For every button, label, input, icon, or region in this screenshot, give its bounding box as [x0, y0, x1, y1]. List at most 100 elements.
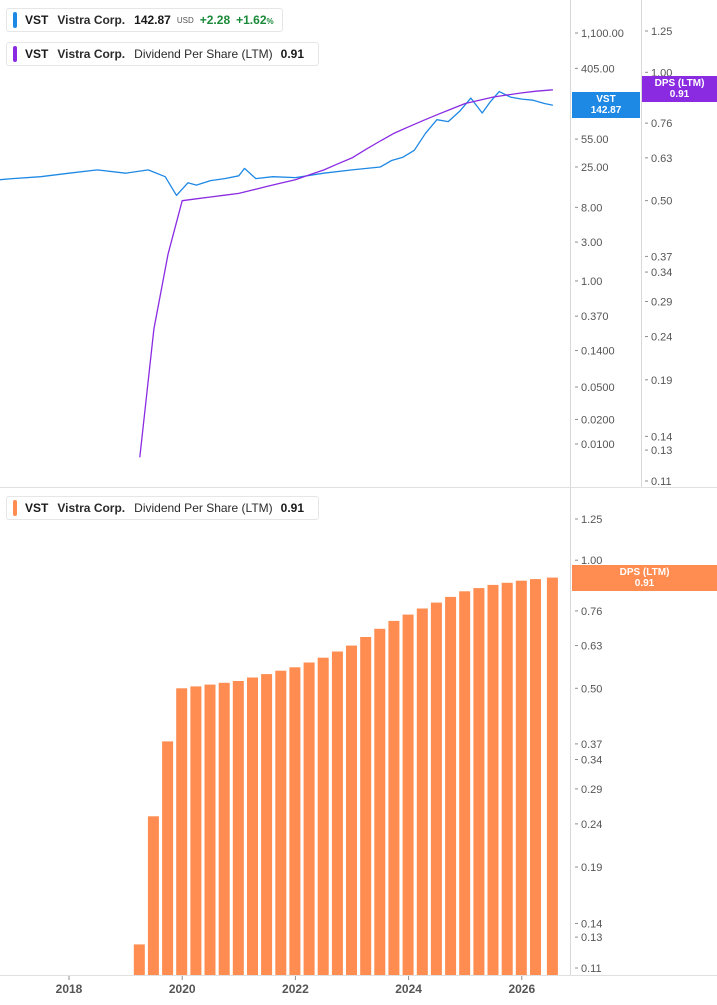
price-axis-tick-label: 0.0500: [581, 382, 615, 394]
dps-top-axis-tick-label: 0.37: [651, 251, 672, 263]
price-axis-tick-label: 25.00: [581, 162, 609, 174]
dps-bottom-axis-tick-label: 0.63: [581, 641, 602, 653]
dps-bottom-last-value-tag: DPS (LTM) 0.91: [572, 565, 717, 591]
price-tag-value: 142.87: [590, 105, 622, 116]
dps-bar: [546, 577, 558, 975]
dps-bottom-axis-tick-label: 0.50: [581, 683, 602, 695]
price-axis-tick-label: 0.0100: [581, 439, 615, 451]
dps-bar: [176, 688, 188, 975]
dps-bar: [445, 596, 457, 975]
dps-bars: [133, 577, 558, 975]
dps-bottom-axis-tick-label: 0.37: [581, 739, 602, 751]
price-legend-currency: USD: [176, 15, 194, 25]
dps-bottom-axis-tick-label: 0.34: [581, 755, 602, 767]
dps-bar: [218, 682, 230, 975]
price-legend-swatch: [13, 12, 17, 28]
dps-top-axis-tick-label: 0.29: [651, 297, 672, 309]
price-axis-tick-label: 8.00: [581, 202, 602, 214]
dps-bar: [388, 620, 400, 975]
dps-bottom-legend[interactable]: VST Vistra Corp. Dividend Per Share (LTM…: [6, 496, 320, 520]
dps-top-legend-swatch: [13, 46, 17, 62]
price-legend-change: +2.28: [199, 13, 231, 27]
price-legend-value: 142.87: [134, 13, 171, 27]
dps-bottom-axis-tick-label: 0.24: [581, 819, 602, 831]
dps-bar: [515, 580, 527, 975]
dps-bottom-axis-tick-label: 0.13: [581, 932, 602, 944]
dps-bar: [190, 686, 202, 975]
dps-top-legend-name: Vistra Corp.: [57, 47, 126, 61]
dps-bar: [204, 684, 216, 975]
dps-bar: [261, 674, 273, 975]
dps-bottom-legend-swatch: [13, 500, 17, 516]
chart-frame: [0, 0, 717, 976]
dps-top-axis-tick-label: 0.63: [651, 153, 672, 165]
dps-top-axis-tick-label: 1.25: [651, 26, 672, 38]
time-axis-tick-label: 2026: [508, 982, 535, 996]
dps-bar: [360, 637, 372, 975]
price-last-value-tag: VST 142.87: [572, 92, 640, 118]
dps-bar: [473, 588, 485, 975]
dps-top-axis-tick-label: 0.50: [651, 196, 672, 208]
dps-top-axis-tick-label: 0.13: [651, 445, 672, 457]
dps-bottom-legend-ticker: VST: [25, 501, 49, 515]
dps-bottom-legend-value: 0.91: [280, 501, 305, 515]
price-legend-change-pct-value: +1.62: [236, 13, 267, 27]
time-axis-tick-label: 2022: [282, 982, 309, 996]
dps-bar: [346, 645, 357, 975]
dps-bottom-axis-tick-label: 1.00: [581, 555, 602, 567]
dps-bar: [501, 582, 513, 975]
dps-top-axis-tick-label: 0.76: [651, 118, 672, 130]
dps-bar: [147, 816, 159, 975]
dps-bar: [530, 579, 541, 975]
price-axis-tick-label: 1,100.00: [581, 28, 624, 40]
dps-top-legend[interactable]: VST Vistra Corp. Dividend Per Share (LTM…: [6, 42, 320, 66]
dps-bar: [416, 608, 428, 975]
price-axis-tick-label: 1.00: [581, 276, 602, 288]
dps-top-last-value-tag: DPS (LTM) 0.91: [642, 76, 717, 102]
dps-top-tag-label: DPS (LTM): [654, 78, 705, 89]
dps-bottom-axis-tick-label: 0.19: [581, 862, 602, 874]
dps-top-axis-tick-label: 0.14: [651, 431, 672, 443]
dps-top-axis-tick-label: 0.24: [651, 332, 672, 344]
dps-bar: [162, 741, 174, 975]
dps-bar: [232, 681, 244, 975]
price-legend-ticker: VST: [25, 13, 49, 27]
price-legend-pct-sign: %: [266, 17, 274, 26]
dps-bar: [317, 657, 329, 975]
dps-top-legend-value: 0.91: [280, 47, 305, 61]
dps-bar: [430, 602, 442, 975]
price-axis-tick-label: 0.370: [581, 311, 609, 323]
dps-bar: [374, 628, 386, 975]
price-axis-tick-label: 0.1400: [581, 346, 615, 358]
dps-bar: [247, 677, 258, 975]
price-tag-ticker: VST: [596, 94, 616, 105]
time-axis-tick-label: 2018: [56, 982, 83, 996]
price-axis-tick-label: 0.0200: [581, 414, 615, 426]
price-legend-name: Vistra Corp.: [57, 13, 126, 27]
price-legend[interactable]: VST Vistra Corp. 142.87 USD +2.28 +1.62%: [6, 8, 283, 32]
dps-bar: [331, 651, 343, 975]
dps-bottom-axis-tick-label: 1.25: [581, 514, 602, 526]
dps-bar: [275, 670, 287, 975]
price-axis-tick-label: 3.00: [581, 237, 602, 249]
dps-bar: [487, 584, 499, 975]
price-legend-change-pct: +1.62%: [236, 13, 274, 27]
dps-bottom-tag-value: 0.91: [634, 578, 655, 589]
price-axis-tick-label: 55.00: [581, 134, 609, 146]
dps-bar: [133, 944, 145, 975]
price-axis-tick-label: 405.00: [581, 63, 615, 75]
dps-top-axis-tick-label: 0.34: [651, 267, 672, 279]
price-series-line: [0, 90, 554, 197]
dps-bar: [402, 614, 414, 975]
dps-bottom-legend-metric: Dividend Per Share (LTM): [134, 501, 273, 515]
dps-bar: [303, 662, 315, 975]
dps-top-axis-tick-label: 0.19: [651, 375, 672, 387]
chart-lines: [0, 89, 554, 458]
dps-bottom-legend-name: Vistra Corp.: [57, 501, 126, 515]
time-axis-tick-label: 2024: [395, 982, 422, 996]
dps-bottom-axis-tick-label: 0.14: [581, 918, 602, 930]
dps-bottom-axis-tick-label: 0.29: [581, 784, 602, 796]
time-axis-tick-label: 2020: [169, 982, 196, 996]
dps-series-line: [139, 89, 553, 458]
dps-top-tag-value: 0.91: [669, 89, 690, 100]
